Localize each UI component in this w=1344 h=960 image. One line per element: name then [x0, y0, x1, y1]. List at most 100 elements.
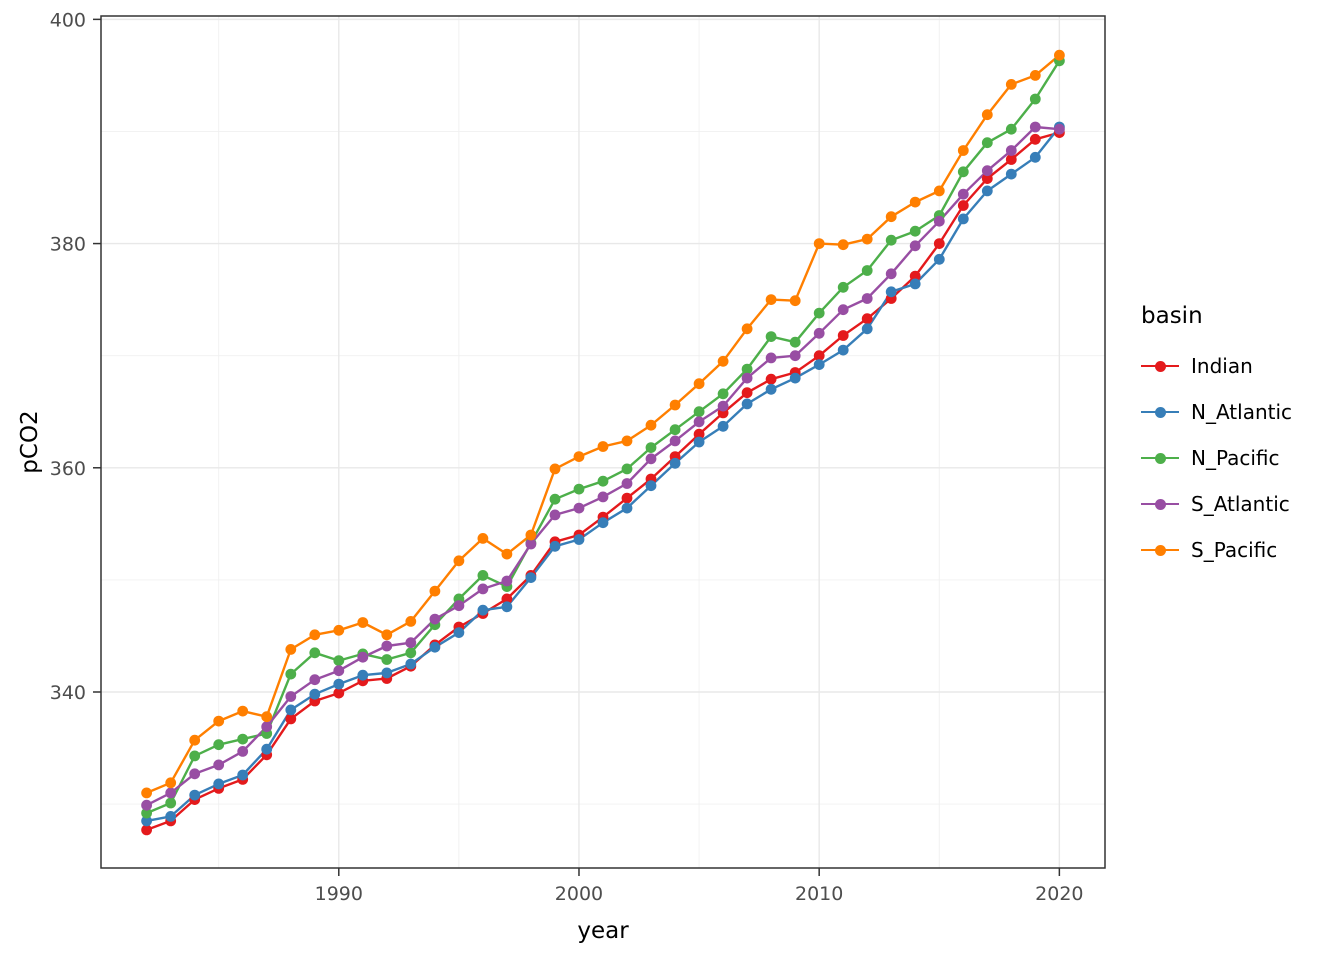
data-point-s_atlantic — [357, 651, 369, 663]
data-point-n_pacific — [693, 406, 705, 418]
data-point-s_pacific — [909, 196, 921, 208]
data-point-n_atlantic — [405, 658, 417, 670]
data-point-s_pacific — [573, 451, 585, 462]
legend-item-label: S_Pacific — [1191, 538, 1278, 562]
data-point-s_pacific — [333, 624, 345, 636]
data-point-n_pacific — [981, 137, 993, 149]
data-point-indian — [861, 313, 873, 325]
data-point-n_pacific — [813, 307, 825, 319]
data-point-n_atlantic — [621, 502, 633, 514]
data-point-n_atlantic — [909, 278, 921, 290]
data-point-indian — [501, 593, 513, 605]
data-point-n_atlantic — [261, 743, 273, 755]
x-axis-title: year — [577, 918, 629, 944]
data-point-s_atlantic — [1029, 121, 1041, 133]
data-point-n_atlantic — [165, 811, 177, 822]
data-point-s_pacific — [141, 787, 153, 799]
data-point-s_atlantic — [429, 613, 441, 625]
data-point-n_atlantic — [741, 398, 753, 410]
data-point-n_atlantic — [981, 185, 993, 197]
data-point-s_pacific — [525, 529, 537, 541]
data-point-s_atlantic — [741, 372, 753, 384]
data-point-s_atlantic — [717, 400, 729, 412]
data-point-s_atlantic — [597, 491, 609, 503]
data-point-n_atlantic — [693, 436, 705, 448]
data-point-s_pacific — [405, 616, 417, 627]
data-point-s_pacific — [789, 295, 801, 307]
y-axis-title: pCO2 — [17, 410, 43, 474]
data-point-s_atlantic — [261, 721, 273, 733]
y-tick-label: 380 — [50, 234, 86, 256]
data-point-n_pacific — [717, 388, 729, 400]
data-point-s_pacific — [1029, 70, 1041, 81]
data-point-s_atlantic — [405, 637, 417, 649]
data-point-n_pacific — [789, 336, 801, 348]
data-point-n_pacific — [837, 281, 849, 293]
data-point-n_pacific — [885, 234, 897, 246]
data-point-s_atlantic — [813, 327, 825, 339]
data-point-s_pacific — [765, 294, 777, 305]
data-point-s_atlantic — [141, 799, 153, 811]
legend-key-icon — [1141, 401, 1179, 423]
data-point-n_pacific — [1029, 93, 1041, 105]
data-point-n_atlantic — [549, 540, 561, 552]
data-point-s_atlantic — [957, 188, 969, 200]
data-point-n_atlantic — [837, 344, 849, 356]
data-point-s_pacific — [597, 441, 609, 452]
legend-item-n-pacific: N_Pacific — [1141, 435, 1292, 481]
data-point-s_atlantic — [285, 691, 297, 702]
data-point-indian — [1029, 133, 1041, 145]
data-point-n_atlantic — [477, 604, 489, 616]
data-point-s_atlantic — [765, 352, 777, 364]
legend-key-icon — [1141, 447, 1179, 469]
data-point-indian — [1005, 154, 1017, 165]
legend-item-indian: Indian — [1141, 343, 1292, 389]
data-point-s_atlantic — [477, 583, 489, 595]
data-point-s_pacific — [357, 617, 369, 628]
data-point-n_atlantic — [309, 688, 321, 700]
data-point-n_atlantic — [453, 627, 465, 638]
data-point-n_atlantic — [501, 601, 513, 613]
data-point-indian — [837, 330, 849, 341]
data-point-n_pacific — [165, 797, 177, 809]
data-point-s_pacific — [717, 355, 729, 367]
data-point-n_atlantic — [669, 457, 681, 469]
data-point-n_atlantic — [1029, 151, 1041, 163]
data-point-s_pacific — [933, 185, 945, 197]
data-point-n_atlantic — [525, 572, 537, 583]
y-tick-label: 400 — [50, 9, 86, 31]
data-point-s_atlantic — [789, 350, 801, 362]
data-point-n_atlantic — [813, 359, 825, 370]
data-point-n_pacific — [645, 442, 657, 453]
data-point-indian — [981, 173, 993, 185]
data-point-n_pacific — [957, 166, 969, 178]
data-point-n_atlantic — [189, 789, 201, 801]
data-point-s_atlantic — [213, 759, 225, 771]
data-point-n_pacific — [237, 733, 249, 745]
data-point-n_pacific — [285, 668, 297, 680]
data-point-s_pacific — [285, 644, 297, 655]
data-point-s_pacific — [213, 715, 225, 727]
data-point-n_atlantic — [885, 286, 897, 298]
data-point-s_atlantic — [237, 746, 249, 757]
legend-item-label: N_Pacific — [1191, 446, 1280, 470]
x-tick-label: 2010 — [795, 883, 843, 905]
data-point-indian — [765, 373, 777, 385]
data-point-indian — [813, 350, 825, 362]
legend-item-label: Indian — [1191, 354, 1253, 378]
data-point-s_atlantic — [837, 304, 849, 316]
legend-key-icon — [1141, 355, 1179, 377]
data-point-s_atlantic — [309, 674, 321, 686]
data-point-n_pacific — [213, 739, 225, 751]
data-point-s_pacific — [261, 711, 273, 723]
data-point-n_pacific — [765, 331, 777, 342]
data-point-n_pacific — [381, 654, 393, 665]
data-point-s_pacific — [981, 109, 993, 121]
data-point-n_pacific — [573, 483, 585, 495]
data-point-indian — [957, 200, 969, 211]
data-point-s_atlantic — [165, 787, 177, 799]
data-point-s_pacific — [189, 734, 201, 746]
data-point-s_pacific — [957, 145, 969, 156]
